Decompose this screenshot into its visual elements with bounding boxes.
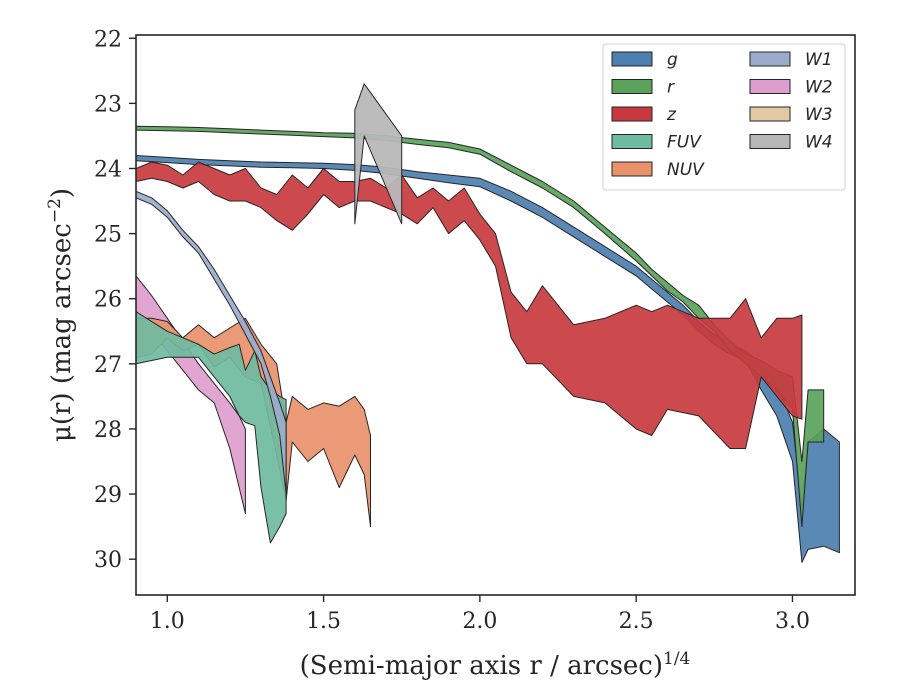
- y-tick-label: 29: [94, 483, 122, 508]
- legend-swatch-nuv: [611, 161, 653, 177]
- legend-swatch-w4: [749, 134, 791, 149]
- series-bands: [136, 83, 840, 563]
- legend-swatch-fuv: [611, 134, 653, 149]
- legend-label-nuv: NUV: [667, 160, 705, 180]
- legend-label-w3: W3: [805, 105, 833, 125]
- legend-label-g: g: [667, 50, 678, 70]
- x-tick-label: 2.5: [619, 609, 654, 634]
- legend-swatch-w3: [749, 106, 791, 122]
- legend-swatch-r: [611, 79, 653, 94]
- series-band-w4: [354, 83, 403, 225]
- legend-label-w2: W2: [805, 78, 833, 98]
- x-tick-label: 3.0: [775, 609, 810, 634]
- y-axis-title: μ(r) (mag arcsec−2): [45, 188, 77, 442]
- legend-label-z: z: [666, 105, 677, 125]
- legend-swatch-g: [611, 51, 653, 67]
- legend-swatch-w1: [749, 51, 791, 67]
- x-tick-label: 2.0: [462, 609, 497, 634]
- plot-area: [135, 34, 856, 596]
- y-tick-label: 26: [94, 288, 122, 313]
- legend-label-w4: W4: [805, 133, 833, 153]
- axes-frame: [135, 34, 856, 596]
- x-tick-label: 1.5: [306, 609, 341, 634]
- y-tick-label: 22: [94, 27, 122, 52]
- y-tick-label: 24: [94, 157, 122, 182]
- series-band-r: [136, 125, 825, 528]
- y-tick-label: 28: [94, 418, 122, 443]
- legend-label-w1: W1: [805, 50, 833, 70]
- y-axis-ticks: 22 23 24 25 26 27 28 29 30: [94, 27, 136, 573]
- legend-swatch-z: [611, 106, 653, 122]
- legend-label-r: r: [667, 78, 675, 98]
- x-axis-ticks: 1.0 1.5 2.0 2.5 3.0: [150, 595, 810, 634]
- legend-swatch-w2: [749, 79, 791, 94]
- series-band-g: [136, 155, 840, 563]
- x-axis-title: (Semi-major axis r / arcsec)1/4: [300, 649, 691, 681]
- legend-label-fuv: FUV: [667, 133, 702, 153]
- series-band-z: [136, 161, 803, 449]
- x-tick-label: 1.0: [150, 609, 185, 634]
- y-tick-label: 25: [94, 223, 122, 248]
- y-tick-label: 27: [94, 353, 122, 378]
- series-band-w1: [136, 190, 287, 495]
- y-tick-label: 23: [94, 92, 122, 117]
- series-band-fuv: [136, 311, 287, 544]
- legend: grz FUV NUV W1 W2 W3 W4: [602, 43, 846, 191]
- y-tick-label: 30: [94, 548, 122, 573]
